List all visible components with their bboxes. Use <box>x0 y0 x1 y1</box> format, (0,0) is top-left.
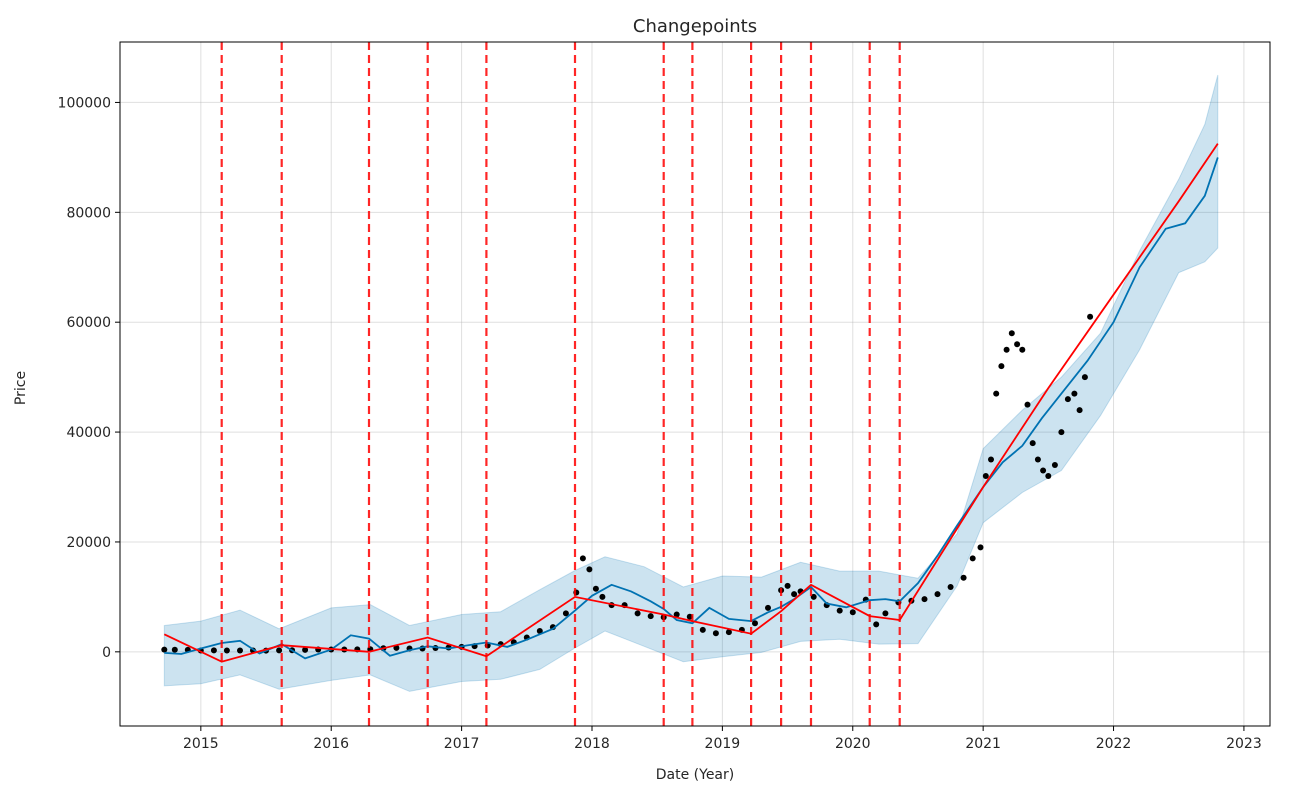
uncertainty-band <box>163 74 1219 692</box>
x-tick-label: 2022 <box>1096 736 1132 752</box>
y-tick-label: 40000 <box>66 425 111 441</box>
uncertainty-area <box>163 74 1219 692</box>
y-tick-label: 100000 <box>58 95 111 111</box>
observed-point <box>302 646 309 653</box>
observed-point <box>1076 407 1083 414</box>
x-axis-label: Date (Year) <box>656 767 734 783</box>
observed-point <box>810 593 817 600</box>
x-tick-label: 2017 <box>444 736 480 752</box>
y-tick-label: 60000 <box>66 315 111 331</box>
observed-point <box>171 646 178 653</box>
observed-point <box>161 646 168 653</box>
observed-point <box>993 390 1000 397</box>
observed-point <box>699 626 706 633</box>
observed-point <box>784 582 791 589</box>
observed-point <box>634 610 641 617</box>
y-tick-label: 0 <box>102 645 111 661</box>
observed-point <box>1019 346 1026 353</box>
observed-point <box>592 585 599 592</box>
y-axis-ticks: 0 20000 40000 60000 80000 100000 <box>58 95 120 661</box>
observed-point <box>1014 341 1021 348</box>
chart-title: Changepoints <box>633 16 757 37</box>
observed-point <box>210 647 217 654</box>
observed-point <box>712 630 719 637</box>
observed-point <box>725 629 732 636</box>
x-tick-label: 2020 <box>835 736 871 752</box>
x-tick-label: 2015 <box>183 736 219 752</box>
observed-point <box>921 596 928 603</box>
x-tick-label: 2023 <box>1226 736 1262 752</box>
observed-point <box>1003 346 1010 353</box>
observed-point <box>849 609 856 616</box>
observed-point <box>579 555 586 562</box>
observed-point <box>977 544 984 551</box>
observed-point <box>1051 462 1058 468</box>
observed-point <box>752 620 758 627</box>
observed-point <box>599 593 606 600</box>
x-axis-ticks: 2015 2016 2017 2018 2019 2020 2021 2022 2023 <box>183 726 1262 752</box>
observed-point <box>998 363 1005 370</box>
observed-points <box>161 313 1094 654</box>
observed-point <box>1034 456 1041 463</box>
observed-point <box>882 610 889 617</box>
observed-point <box>982 473 989 479</box>
observed-point <box>934 591 941 598</box>
forecast-series <box>164 157 1219 660</box>
observed-point <box>1081 374 1088 381</box>
observed-point <box>276 647 283 654</box>
observed-point <box>686 613 693 620</box>
observed-point <box>536 628 543 634</box>
observed-point <box>223 647 230 654</box>
x-tick-label: 2016 <box>313 736 349 752</box>
observed-point <box>1071 390 1078 397</box>
plot-frame <box>119 41 1271 727</box>
observed-point <box>969 555 976 562</box>
observed-point <box>791 591 798 598</box>
observed-point <box>836 607 843 614</box>
observed-point <box>237 647 243 654</box>
observed-point <box>1008 330 1015 337</box>
y-tick-label: 20000 <box>66 535 111 551</box>
x-tick-label: 2018 <box>574 736 610 752</box>
x-tick-label: 2019 <box>705 736 741 752</box>
observed-point <box>1029 440 1036 447</box>
observed-point <box>562 610 569 617</box>
observed-point <box>988 456 994 463</box>
observed-point <box>873 621 880 628</box>
observed-point <box>947 584 954 590</box>
y-tick-label: 80000 <box>66 205 111 221</box>
observed-point <box>1045 473 1052 479</box>
forecast-line <box>164 157 1219 660</box>
observed-point <box>1064 396 1071 403</box>
observed-point <box>765 604 771 611</box>
observed-point <box>1024 401 1031 408</box>
observed-point <box>1058 429 1065 436</box>
observed-point <box>1087 313 1094 320</box>
observed-point <box>1040 467 1047 474</box>
x-tick-label: 2021 <box>965 736 1001 752</box>
observed-point <box>673 611 680 618</box>
observed-point <box>647 613 654 620</box>
grid <box>120 42 1270 726</box>
observed-point <box>960 574 967 581</box>
y-axis-label: Price <box>13 371 29 405</box>
changepoint-lines <box>220 42 901 726</box>
observed-point <box>586 566 593 573</box>
